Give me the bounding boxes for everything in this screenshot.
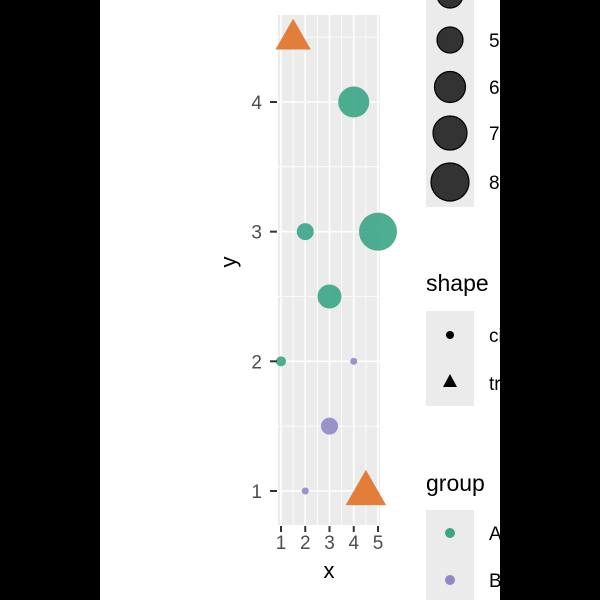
y-tick-label: 1 <box>251 482 262 503</box>
y-axis-title: y <box>216 257 241 268</box>
data-point-b <box>321 417 338 435</box>
size-legend-key-8 <box>430 162 470 202</box>
group-legend-title: group <box>426 470 485 496</box>
size-legend-label-8: 8 <box>489 173 500 194</box>
data-point-a <box>359 212 397 251</box>
x-tick-label: 4 <box>348 533 359 554</box>
group-legend-key-background <box>426 510 474 600</box>
shape-legend: shape circle triangle <box>426 270 500 406</box>
data-point-triangle <box>275 18 311 50</box>
group-legend-label-b: B <box>489 571 500 592</box>
group-legend-key-b <box>445 575 455 585</box>
data-point-triangle <box>345 469 387 506</box>
shape-legend-key-circle <box>446 331 454 339</box>
size-legend-label-6: 6 <box>489 78 500 99</box>
y-axis: 1 2 3 4 <box>251 93 277 503</box>
group-legend-key-a <box>445 528 455 538</box>
data-point-b <box>350 357 358 365</box>
size-legend-key-5 <box>436 26 464 54</box>
data-points <box>275 18 397 506</box>
data-point-a <box>276 356 286 367</box>
y-tick-label: 4 <box>251 93 262 114</box>
size-legend: 5 6 7 8 <box>426 0 500 207</box>
y-tick-label: 2 <box>251 352 262 373</box>
size-legend-key-top <box>437 0 463 9</box>
data-point-a <box>317 284 342 309</box>
x-tick-label: 3 <box>324 533 335 554</box>
size-legend-key-6 <box>433 70 467 104</box>
data-point-a <box>296 223 314 241</box>
shape-legend-title: shape <box>426 270 489 296</box>
shape-legend-key-triangle <box>443 374 457 387</box>
y-tick-label: 3 <box>251 223 262 244</box>
group-legend: group A B <box>426 470 500 600</box>
shape-legend-key-background <box>426 311 474 406</box>
group-legend-label-a: A <box>489 524 500 545</box>
data-point-a <box>338 86 370 118</box>
x-tick-label: 2 <box>300 533 311 554</box>
shape-legend-label-circle: circle <box>489 326 500 347</box>
size-legend-label-5: 5 <box>489 31 500 52</box>
shape-legend-label-triangle: triangle <box>489 374 500 395</box>
size-legend-key-7 <box>432 115 468 151</box>
x-tick-label: 1 <box>276 533 287 554</box>
data-point-b <box>301 487 309 495</box>
x-tick-label: 5 <box>373 533 384 554</box>
size-legend-label-7: 7 <box>489 124 500 145</box>
x-axis-title: x <box>324 558 335 583</box>
